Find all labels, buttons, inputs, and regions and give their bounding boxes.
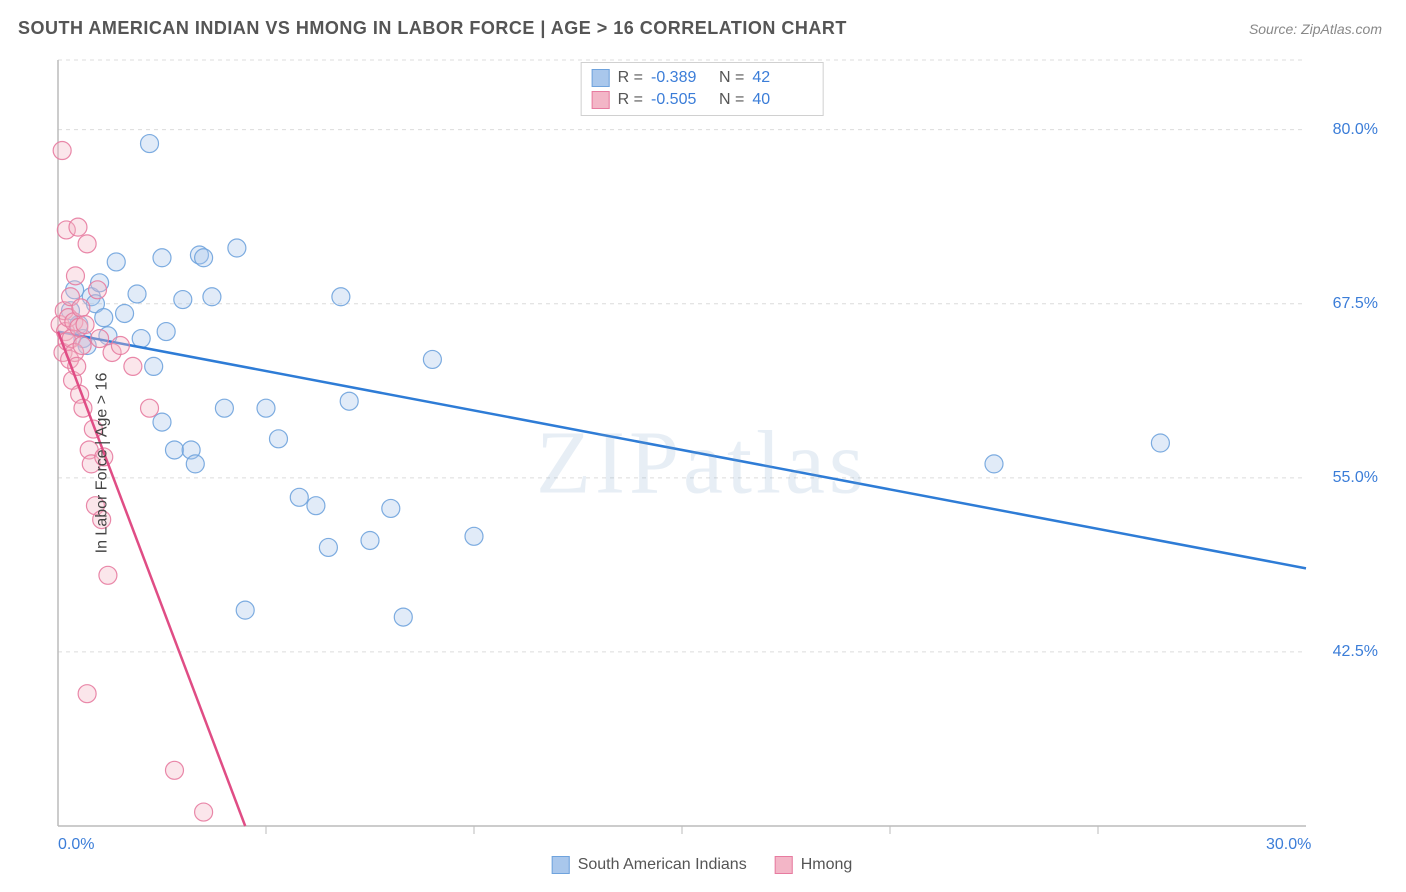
legend-label-series1: South American Indians	[578, 856, 747, 874]
scatter-chart	[18, 54, 1386, 872]
source-attribution: Source: ZipAtlas.com	[1249, 21, 1382, 37]
r-value-series2: -0.505	[651, 91, 711, 109]
stats-row-series2: R = -0.505 N = 40	[592, 89, 813, 111]
y-tick-label: 80.0%	[1333, 121, 1378, 139]
y-tick-label: 67.5%	[1333, 295, 1378, 313]
x-tick-label: 0.0%	[58, 836, 94, 854]
swatch-series2	[592, 91, 610, 109]
y-tick-label: 55.0%	[1333, 469, 1378, 487]
n-label: N =	[719, 69, 744, 87]
y-tick-label: 42.5%	[1333, 643, 1378, 661]
n-value-series1: 42	[752, 69, 812, 87]
n-value-series2: 40	[752, 91, 812, 109]
legend-label-series2: Hmong	[801, 856, 853, 874]
y-axis-label: In Labor Force | Age > 16	[93, 373, 111, 554]
legend-bottom: South American Indians Hmong	[552, 856, 853, 874]
swatch-series1-bottom	[552, 856, 570, 874]
r-label: R =	[618, 69, 643, 87]
chart-title: SOUTH AMERICAN INDIAN VS HMONG IN LABOR …	[18, 18, 847, 39]
n-label: N =	[719, 91, 744, 109]
swatch-series1	[592, 69, 610, 87]
legend-item-series1: South American Indians	[552, 856, 747, 874]
r-value-series1: -0.389	[651, 69, 711, 87]
chart-container: In Labor Force | Age > 16 ZIPatlas R = -…	[18, 54, 1386, 872]
stats-legend-box: R = -0.389 N = 42 R = -0.505 N = 40	[581, 62, 824, 116]
r-label: R =	[618, 91, 643, 109]
stats-row-series1: R = -0.389 N = 42	[592, 67, 813, 89]
legend-item-series2: Hmong	[775, 856, 853, 874]
x-tick-label: 30.0%	[1266, 836, 1311, 854]
swatch-series2-bottom	[775, 856, 793, 874]
